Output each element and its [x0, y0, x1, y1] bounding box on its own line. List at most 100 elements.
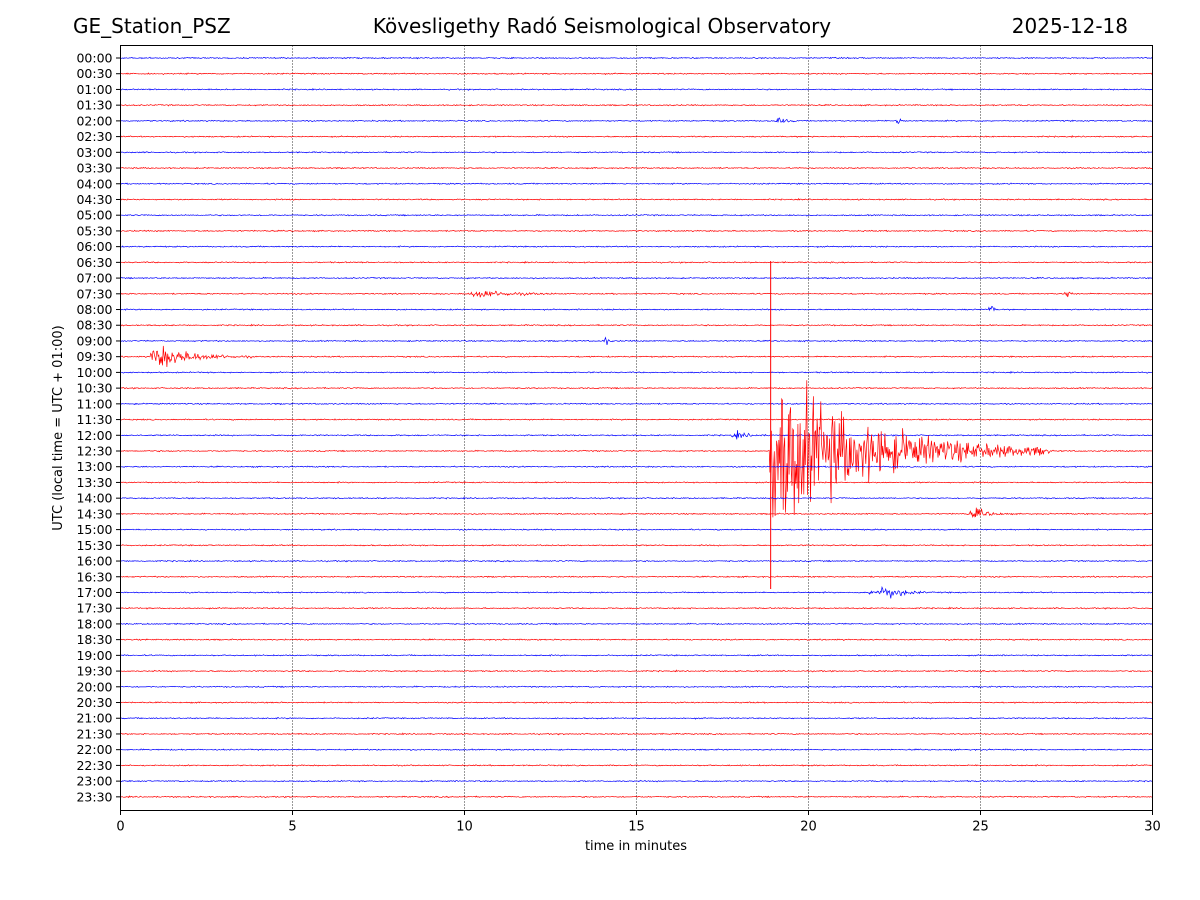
trace-line [120, 87, 1153, 91]
y-tick-label: 03:00 [76, 145, 112, 160]
y-tick-label: 07:00 [76, 271, 112, 286]
y-tick-label: 22:00 [76, 742, 112, 757]
trace-line [120, 559, 1153, 563]
x-tick-label: 25 [972, 820, 989, 835]
trace-line [120, 166, 1153, 170]
x-tick-label: 0 [116, 820, 124, 835]
y-tick-label: 13:00 [76, 459, 112, 474]
trace-line [120, 380, 1153, 518]
x-tick-label: 10 [456, 820, 473, 835]
y-tick-label: 17:30 [76, 601, 112, 616]
grid-lines [292, 45, 981, 811]
y-tick-label: 11:00 [76, 396, 112, 411]
trace-line [120, 150, 1153, 154]
y-tick-label: 20:00 [76, 679, 112, 694]
y-tick-label: 09:30 [76, 349, 112, 364]
y-tick-label: 16:30 [76, 569, 112, 584]
trace-line [120, 245, 1153, 249]
y-axis-ticks: 00:0000:3001:0001:3002:0002:3003:0003:30… [76, 51, 121, 804]
trace-line [120, 370, 1153, 374]
y-tick-label: 05:00 [76, 208, 112, 223]
y-tick-label: 10:30 [76, 381, 112, 396]
station-name: GE_Station_PSZ [73, 14, 231, 38]
trace-line [120, 481, 1153, 484]
y-tick-label: 22:30 [76, 758, 112, 773]
seismogram-traces [120, 56, 1153, 799]
y-tick-label: 05:30 [76, 223, 112, 238]
x-tick-label: 15 [628, 820, 645, 835]
chart-date: 2025-12-18 [1011, 14, 1128, 38]
y-tick-label: 13:30 [76, 475, 112, 490]
trace-line [120, 575, 1153, 579]
y-tick-label: 03:30 [76, 161, 112, 176]
trace-line [120, 701, 1153, 704]
trace-line [120, 586, 1153, 599]
trace-line [120, 779, 1153, 783]
trace-line [120, 197, 1153, 201]
trace-line [120, 402, 1153, 406]
y-tick-label: 12:30 [76, 444, 112, 459]
trace-line [120, 182, 1153, 186]
x-axis-label: time in minutes [585, 839, 687, 854]
trace-line [120, 528, 1153, 531]
trace-line [120, 290, 1153, 298]
trace-line [120, 544, 1153, 547]
y-tick-label: 18:00 [76, 616, 112, 631]
trace-line [120, 795, 1153, 799]
trace-line [120, 430, 1153, 440]
y-tick-label: 02:30 [76, 129, 112, 144]
trace-line [120, 213, 1153, 217]
y-tick-label: 18:30 [76, 632, 112, 647]
trace-line [120, 622, 1153, 626]
x-tick-label: 30 [1144, 820, 1161, 835]
y-tick-label: 15:00 [76, 522, 112, 537]
trace-line [120, 465, 1153, 469]
trace-line [120, 716, 1153, 720]
trace-line [120, 305, 1153, 312]
y-tick-label: 08:00 [76, 302, 112, 317]
y-tick-label: 23:30 [76, 789, 112, 804]
trace-line [120, 103, 1153, 107]
trace-line [120, 732, 1153, 736]
y-tick-label: 09:00 [76, 333, 112, 348]
y-tick-label: 15:30 [76, 538, 112, 553]
trace-line [120, 748, 1153, 752]
chart-title: Kövesligethy Radó Seismological Observat… [372, 14, 832, 38]
y-tick-label: 01:30 [76, 98, 112, 113]
x-tick-label: 20 [800, 820, 817, 835]
trace-line [120, 229, 1153, 233]
trace-line [120, 507, 1153, 519]
trace-line [120, 386, 1153, 390]
trace-line [120, 276, 1153, 280]
trace-line [120, 638, 1153, 641]
y-tick-label: 04:30 [76, 192, 112, 207]
y-tick-label: 19:30 [76, 664, 112, 679]
y-tick-label: 19:00 [76, 648, 112, 663]
trace-line [120, 764, 1153, 767]
y-tick-label: 20:30 [76, 695, 112, 710]
y-tick-label: 06:00 [76, 239, 112, 254]
y-tick-label: 11:30 [76, 412, 112, 427]
y-tick-label: 14:30 [76, 506, 112, 521]
trace-line [120, 56, 1153, 60]
y-tick-label: 07:30 [76, 286, 112, 301]
y-tick-label: 14:00 [76, 491, 112, 506]
y-tick-label: 00:00 [76, 51, 112, 66]
y-tick-label: 23:00 [76, 774, 112, 789]
trace-line [120, 496, 1153, 500]
y-axis-label: UTC (local time = UTC + 01:00) [51, 325, 66, 530]
trace-line [120, 260, 1153, 264]
trace-line [120, 72, 1153, 76]
trace-line [120, 606, 1153, 610]
y-tick-label: 00:30 [76, 66, 112, 81]
y-tick-label: 02:00 [76, 113, 112, 128]
y-tick-label: 16:00 [76, 554, 112, 569]
trace-line [120, 685, 1153, 689]
trace-line [120, 117, 1153, 125]
y-tick-label: 08:30 [76, 318, 112, 333]
trace-line [120, 669, 1153, 673]
trace-line [120, 654, 1153, 657]
y-tick-label: 12:00 [76, 428, 112, 443]
y-tick-label: 21:30 [76, 726, 112, 741]
x-tick-label: 5 [288, 820, 296, 835]
